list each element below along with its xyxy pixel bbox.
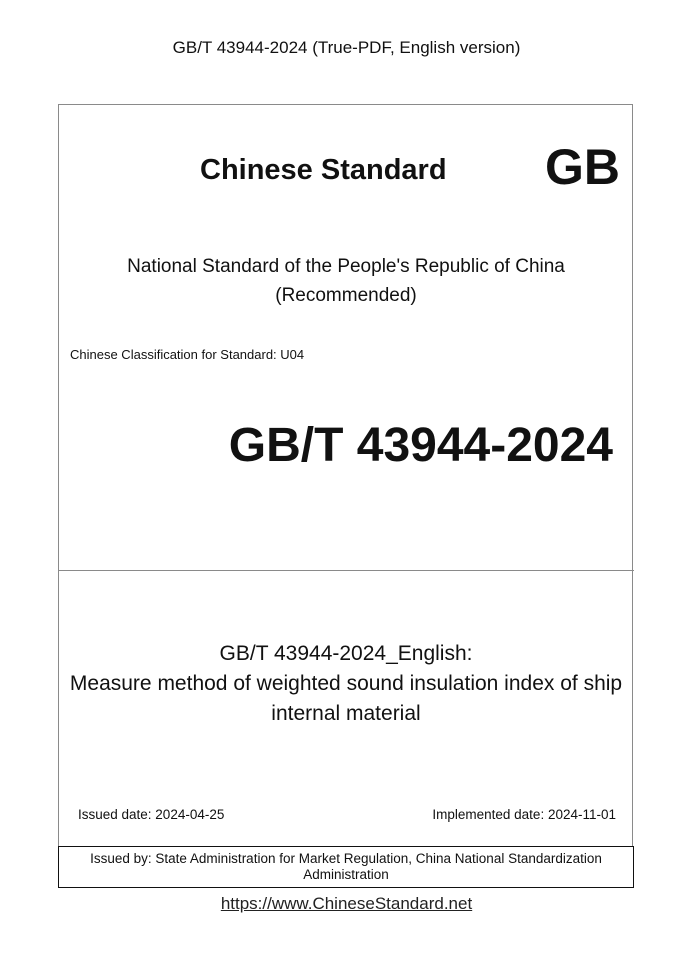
gb-mark: GB: [545, 139, 620, 195]
issued-date: Issued date: 2024-04-25: [78, 807, 225, 822]
title-line-3: internal material: [271, 702, 421, 725]
standard-code: GB/T 43944-2024: [228, 419, 613, 472]
cover-frame: [58, 104, 633, 846]
classification: Chinese Classification for Standard: U04: [70, 347, 305, 362]
issued-by: Issued by: State Administration for Mark…: [58, 846, 634, 888]
title-line-2: Measure method of weighted sound insulat…: [69, 672, 623, 695]
recommended-line: (Recommended): [275, 285, 417, 306]
implemented-date: Implemented date: 2024-11-01: [432, 807, 616, 822]
document-header: GB/T 43944-2024 (True-PDF, English versi…: [172, 38, 521, 57]
title-line-1: GB/T 43944-2024_English:: [219, 642, 473, 665]
website-link[interactable]: https://www.ChineseStandard.net: [220, 894, 473, 913]
national-standard-line: National Standard of the People's Republ…: [127, 256, 565, 277]
brand-title: Chinese Standard: [200, 154, 447, 186]
section-divider: [58, 570, 634, 571]
